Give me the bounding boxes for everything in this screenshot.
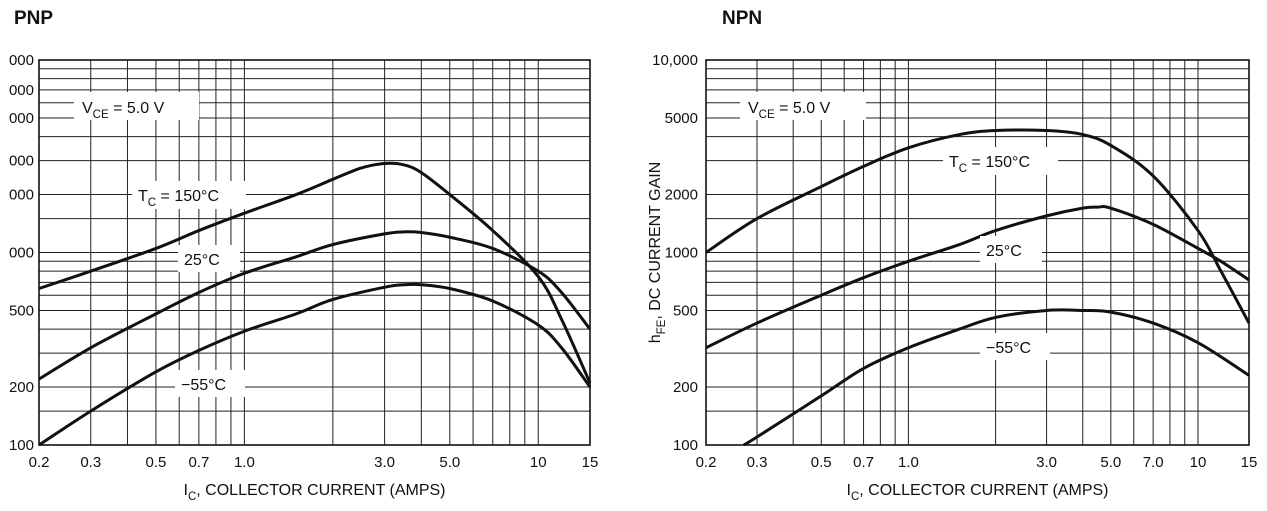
x-tick-label: 0.7 (188, 454, 209, 471)
series-line (742, 308, 1250, 447)
x-axis-label: IC, COLLECTOR CURRENT (AMPS) (847, 482, 1109, 503)
y-tick-label: 10,000 (652, 52, 698, 69)
series-label-box (980, 333, 1050, 360)
x-tick-label: 3.0 (374, 454, 395, 471)
series-label: −55°C (986, 340, 1031, 357)
series-line (38, 161, 592, 384)
x-tick-label: 0.2 (696, 454, 717, 471)
y-axis-label: hFE, DC CURRENT GAIN (647, 162, 668, 344)
x-tick-label: 10 (1190, 454, 1207, 471)
y-tick-label: 200 (673, 379, 698, 396)
annotation-box (740, 92, 866, 120)
series-label: TC = 150°C (949, 154, 1030, 175)
x-tick-label: 3.0 (1036, 454, 1057, 471)
plot-frame (38, 59, 591, 446)
x-tick-label: 7.0 (1143, 454, 1164, 471)
series-label-box (178, 245, 240, 272)
npn-chart: 0.2 0.3 0.5 0.7 1.0 3.0 5.0 7.0 10 15 100 200 500 100… (647, 52, 1258, 503)
series-label: 25°C (184, 252, 220, 269)
x-tick-label: 5.0 (439, 454, 460, 471)
y-tick-label: 000 (9, 187, 34, 204)
x-tick-label: 1.0 (898, 454, 919, 471)
y-tick-label: 000 (9, 153, 34, 170)
x-tick-label: 0.3 (80, 454, 101, 471)
npn-chart-title: NPN (722, 8, 763, 29)
y-tick-label: 000 (9, 82, 34, 99)
x-tick-label: 0.5 (811, 454, 832, 471)
x-tick-label: 15 (1241, 454, 1258, 471)
npn-chart-panel: NPN 0.2 0.3 0.5 0.7 1.0 3.0 5.0 7.0 10 15 100 200 50… (640, 0, 1267, 511)
y-tick-label: 000 (9, 110, 34, 127)
pnp-chart-title: PNP (14, 8, 54, 29)
x-tick-label: 0.2 (29, 454, 50, 471)
vce-annotation: VCE = 5.0 V (748, 100, 831, 121)
series-label-box (943, 147, 1058, 175)
series-line (38, 230, 592, 381)
series-label: TC = 150°C (138, 188, 219, 209)
y-tick-label: 500 (9, 302, 34, 319)
series-line (705, 128, 1251, 324)
x-tick-label: 5.0 (1100, 454, 1121, 471)
series-label: 25°C (986, 243, 1022, 260)
vce-annotation: VCE = 5.0 V (82, 100, 165, 121)
x-tick-label: 0.3 (747, 454, 768, 471)
annotation-box (74, 92, 199, 120)
x-tick-label: 0.7 (853, 454, 874, 471)
x-tick-label: 0.5 (146, 454, 167, 471)
y-tick-label: 1000 (665, 245, 698, 262)
pnp-chart: 0.2 0.3 0.5 0.7 1.0 3.0 5.0 10 15 100 200 500 000 000… (9, 52, 599, 503)
series-label-box (132, 181, 246, 209)
y-tick-label: 2000 (665, 187, 698, 204)
y-tick-label: 200 (9, 379, 34, 396)
y-tick-label: 000 (9, 52, 34, 69)
x-tick-label: 1.0 (234, 454, 255, 471)
y-tick-label: 100 (673, 437, 698, 454)
series-label-box (175, 370, 245, 397)
y-tick-label: 500 (673, 302, 698, 319)
x-axis-label: IC, COLLECTOR CURRENT (AMPS) (184, 482, 446, 503)
pnp-chart-panel: PNP 0.2 0.3 0.5 0.7 1.0 3.0 5.0 10 15 100 200 500 00… (0, 0, 620, 511)
series-line (38, 282, 592, 447)
series-line (705, 205, 1250, 350)
series-label: −55°C (181, 377, 226, 394)
x-tick-label: 15 (582, 454, 599, 471)
y-tick-label: 000 (9, 245, 34, 262)
y-tick-label: 5000 (665, 110, 698, 127)
y-tick-label: 100 (9, 437, 34, 454)
x-tick-label: 10 (530, 454, 547, 471)
series-label-box (980, 236, 1042, 263)
